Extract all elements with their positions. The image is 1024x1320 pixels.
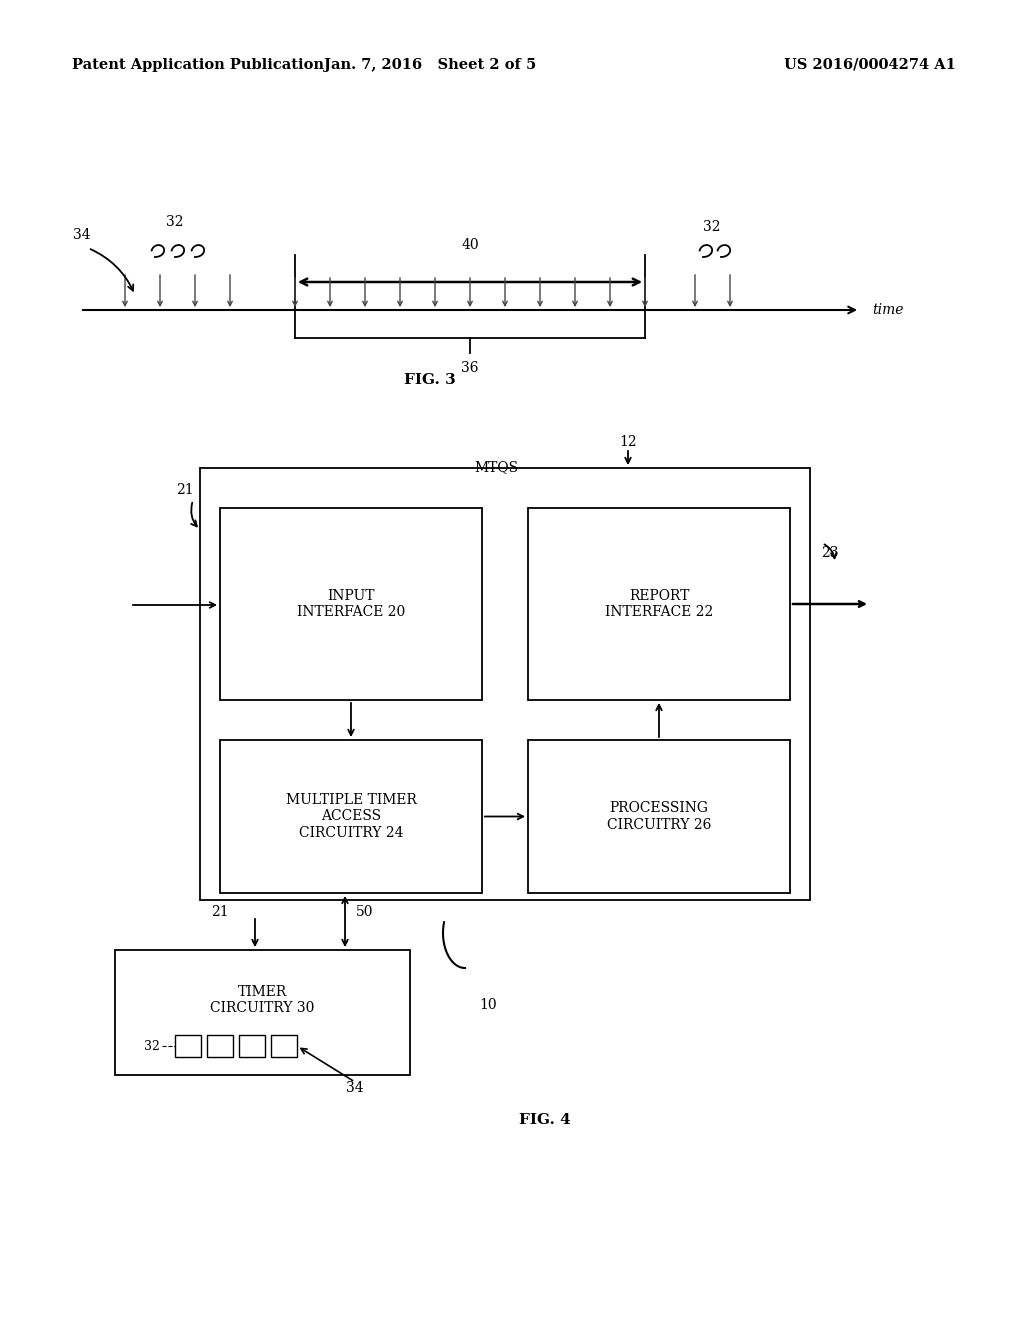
Text: 50: 50	[356, 906, 374, 919]
Text: time: time	[872, 304, 903, 317]
Text: FIG. 3: FIG. 3	[404, 374, 456, 387]
Text: 32: 32	[166, 215, 183, 228]
Text: Patent Application Publication: Patent Application Publication	[72, 58, 324, 73]
Text: 34: 34	[346, 1081, 364, 1096]
Bar	[528, 741, 790, 894]
Text: PROCESSING
CIRCUITRY 26: PROCESSING CIRCUITRY 26	[607, 801, 712, 832]
Text: 32: 32	[703, 220, 721, 234]
Text: TIMER
CIRCUITRY 30: TIMER CIRCUITRY 30	[210, 985, 314, 1015]
Text: 21: 21	[211, 906, 228, 919]
Text: 21: 21	[176, 483, 194, 498]
Text: INPUT
INTERFACE 20: INPUT INTERFACE 20	[297, 589, 406, 619]
Text: 23: 23	[821, 546, 839, 560]
Text: 34: 34	[73, 228, 91, 242]
Text: REPORT
INTERFACE 22: REPORT INTERFACE 22	[605, 589, 713, 619]
Bar	[115, 950, 410, 1074]
Bar	[528, 508, 790, 700]
Text: 10: 10	[479, 998, 497, 1012]
Text: 12: 12	[620, 436, 637, 449]
Text: Jan. 7, 2016   Sheet 2 of 5: Jan. 7, 2016 Sheet 2 of 5	[324, 58, 537, 73]
Bar	[175, 1035, 201, 1057]
Text: 40: 40	[461, 238, 479, 252]
Text: FIG. 4: FIG. 4	[519, 1113, 570, 1127]
Text: US 2016/0004274 A1: US 2016/0004274 A1	[784, 58, 956, 73]
Bar	[207, 1035, 233, 1057]
Bar	[271, 1035, 297, 1057]
Bar	[220, 508, 482, 700]
Text: MTQS: MTQS	[474, 459, 518, 474]
Text: MULTIPLE TIMER
ACCESS
CIRCUITRY 24: MULTIPLE TIMER ACCESS CIRCUITRY 24	[286, 793, 417, 840]
Text: 36: 36	[461, 360, 479, 375]
Bar	[200, 469, 810, 900]
Bar	[239, 1035, 265, 1057]
Bar	[220, 741, 482, 894]
Text: 32: 32	[144, 1040, 160, 1052]
